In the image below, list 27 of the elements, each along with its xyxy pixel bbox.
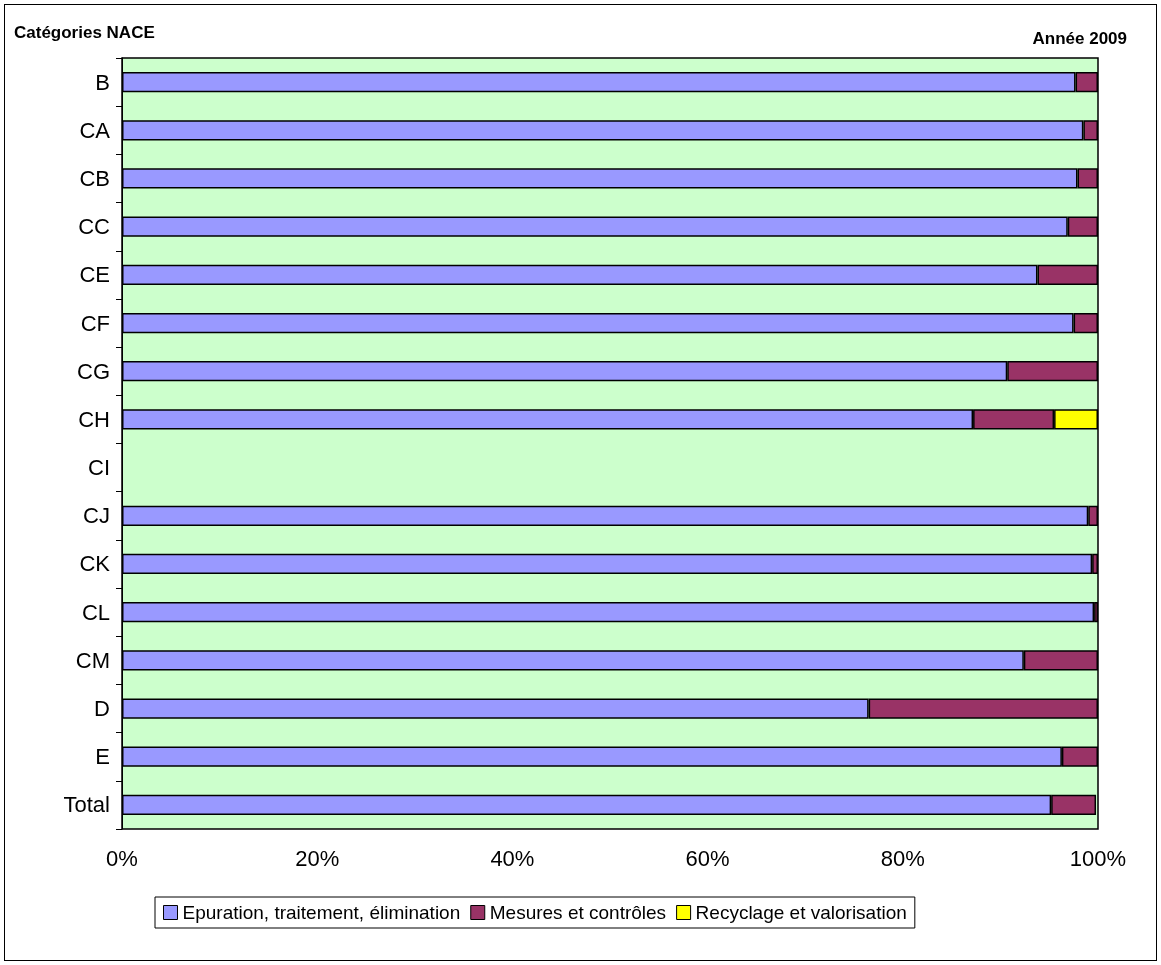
legend-label: Epuration, traitement, élimination xyxy=(182,902,461,923)
y-tick-label: CA xyxy=(79,117,111,143)
x-tick-label: 20% xyxy=(295,845,340,871)
y-tick-label: CC xyxy=(78,214,111,240)
x-tick-label: 100% xyxy=(1069,845,1127,871)
legend-label: Recyclage et valorisation xyxy=(695,902,907,923)
y-tick-label: Total xyxy=(63,792,110,818)
x-tick-label: 80% xyxy=(880,845,925,871)
y-tick-label: CJ xyxy=(83,503,110,529)
y-tick-label: CH xyxy=(78,406,110,432)
y-axis-title: Catégories NACE xyxy=(14,23,155,42)
y-tick-label: CI xyxy=(88,455,110,481)
y-tick-label: CE xyxy=(79,262,110,288)
y-tick-label: CF xyxy=(80,310,110,336)
y-tick-label: CG xyxy=(77,358,110,384)
legend-label: Mesures et contrôles xyxy=(489,902,667,923)
y-tick-label: CL xyxy=(81,599,110,625)
y-tick-label: CM xyxy=(75,647,110,673)
y-tick-label: CK xyxy=(79,551,111,577)
x-tick-label: 40% xyxy=(490,845,535,871)
y-tick-label: B xyxy=(95,69,110,95)
chart-title: Année 2009 xyxy=(1032,29,1127,48)
y-tick-label: E xyxy=(95,744,110,770)
y-tick-label: D xyxy=(94,696,110,722)
y-tick-label: CB xyxy=(79,165,110,191)
x-tick-label: 60% xyxy=(685,845,730,871)
x-tick-label: 0% xyxy=(106,845,138,871)
